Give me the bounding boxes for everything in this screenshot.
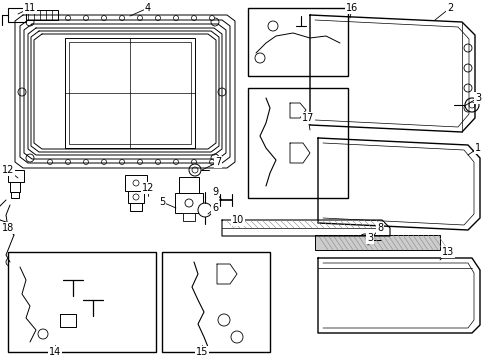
Circle shape: [38, 329, 48, 339]
Circle shape: [254, 53, 264, 63]
Circle shape: [47, 15, 52, 21]
Circle shape: [358, 234, 370, 246]
Circle shape: [184, 199, 193, 207]
Text: 4: 4: [144, 3, 151, 13]
Text: 16: 16: [345, 3, 357, 13]
Circle shape: [119, 159, 124, 165]
Bar: [247, 88, 347, 198]
Text: 12: 12: [142, 183, 154, 193]
Text: 13: 13: [441, 247, 453, 257]
Circle shape: [209, 15, 214, 21]
Circle shape: [463, 64, 471, 72]
Circle shape: [218, 314, 229, 326]
Circle shape: [210, 154, 219, 162]
Text: 12: 12: [2, 165, 14, 175]
Bar: [179, 177, 199, 193]
Text: 3: 3: [474, 93, 480, 103]
Circle shape: [463, 104, 471, 112]
Circle shape: [210, 18, 219, 26]
Circle shape: [189, 164, 201, 176]
Bar: [183, 213, 195, 221]
Circle shape: [463, 84, 471, 92]
Bar: [69, 42, 191, 144]
Bar: [162, 252, 269, 352]
Text: 14: 14: [49, 347, 61, 357]
Text: 9: 9: [211, 187, 218, 197]
Text: 18: 18: [2, 223, 14, 233]
Text: 11: 11: [24, 3, 36, 13]
Circle shape: [137, 15, 142, 21]
Bar: [26, 10, 58, 20]
Bar: [8, 8, 26, 22]
Circle shape: [26, 154, 34, 162]
Text: 5: 5: [159, 197, 165, 207]
Bar: [128, 191, 143, 203]
Circle shape: [155, 15, 160, 21]
Text: 6: 6: [211, 203, 218, 213]
Bar: [175, 193, 203, 213]
Circle shape: [468, 102, 474, 108]
Text: 15: 15: [195, 347, 208, 357]
Circle shape: [173, 159, 178, 165]
Circle shape: [83, 15, 88, 21]
Circle shape: [133, 180, 139, 186]
Bar: [65, 38, 195, 148]
Text: 17: 17: [301, 113, 314, 123]
Circle shape: [191, 159, 196, 165]
Circle shape: [173, 15, 178, 21]
Text: 8: 8: [376, 223, 382, 233]
Circle shape: [65, 15, 70, 21]
Circle shape: [137, 159, 142, 165]
Circle shape: [119, 15, 124, 21]
Circle shape: [102, 15, 106, 21]
Circle shape: [192, 167, 198, 173]
Circle shape: [65, 159, 70, 165]
Circle shape: [133, 194, 139, 200]
Text: 3: 3: [366, 233, 372, 243]
Circle shape: [18, 88, 26, 96]
Circle shape: [218, 88, 225, 96]
Bar: [10, 182, 20, 192]
Bar: [125, 175, 147, 191]
Circle shape: [198, 203, 212, 217]
Bar: [247, 8, 347, 76]
Bar: [8, 170, 24, 182]
Bar: [130, 203, 142, 211]
Circle shape: [102, 159, 106, 165]
Bar: [8, 252, 156, 352]
Circle shape: [464, 98, 478, 112]
Text: 2: 2: [446, 3, 452, 13]
Circle shape: [26, 18, 34, 26]
Circle shape: [209, 159, 214, 165]
Circle shape: [230, 331, 243, 343]
Circle shape: [6, 258, 14, 266]
Circle shape: [191, 15, 196, 21]
Polygon shape: [314, 235, 439, 250]
Circle shape: [155, 159, 160, 165]
Circle shape: [47, 159, 52, 165]
Circle shape: [83, 159, 88, 165]
Text: 7: 7: [214, 157, 221, 167]
Bar: [11, 192, 19, 198]
Circle shape: [463, 44, 471, 52]
Circle shape: [267, 21, 278, 31]
Circle shape: [362, 238, 367, 243]
Text: 1: 1: [474, 143, 480, 153]
Text: 10: 10: [231, 215, 244, 225]
